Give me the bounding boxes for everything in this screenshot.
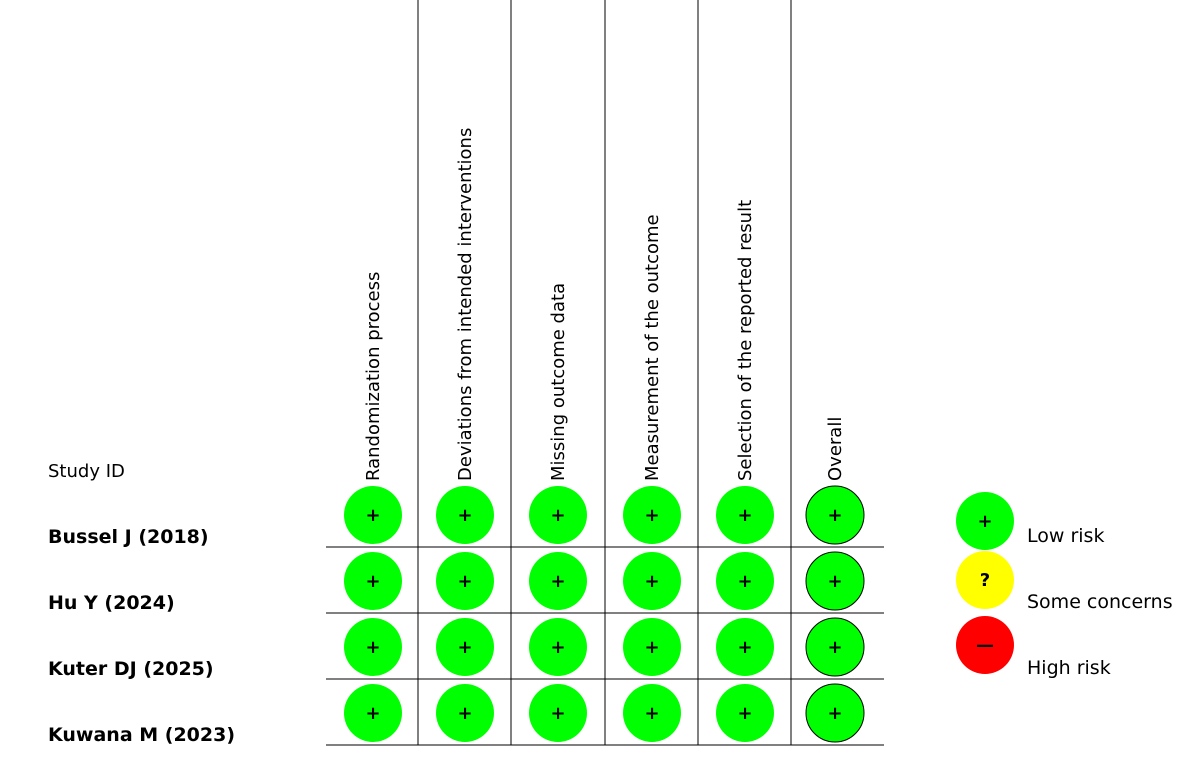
judgement-circle-low — [623, 552, 681, 610]
judgement-symbol: + — [550, 637, 565, 658]
judgement-symbol: + — [457, 505, 472, 526]
judgement-circle-low — [623, 486, 681, 544]
domain-header-randomization-process: Randomization process — [363, 272, 384, 481]
judgement-circle-low — [529, 552, 587, 610]
judgement-circle-low — [529, 684, 587, 742]
domain-header-deviations-from-intended-interventions: Deviations from intended interventions — [455, 128, 476, 481]
judgement-symbol: + — [550, 703, 565, 724]
judgement-symbol: + — [644, 637, 659, 658]
study-row: Kuwana M (2023) + + + + + + — [48, 683, 865, 746]
legend: + Low risk? Some concerns — High risk — [956, 492, 1173, 679]
legend-circle-some — [956, 551, 1014, 609]
legend-circle-low — [956, 492, 1014, 550]
legend-circle-high — [956, 616, 1014, 674]
judgement-circle-low — [805, 485, 865, 545]
judgement-symbol: + — [550, 505, 565, 526]
judgement-symbol: + — [457, 571, 472, 592]
judgement-circle-low — [344, 684, 402, 742]
grid-lines — [326, 0, 884, 746]
judgement-circle-low — [716, 618, 774, 676]
legend-label-high: High risk — [1027, 657, 1111, 679]
judgement-circle-low — [436, 684, 494, 742]
judgement-circle-low — [805, 683, 865, 743]
judgement-symbol: + — [365, 505, 380, 526]
domain-header-selection-of-the-reported-result: Selection of the reported result — [735, 200, 756, 481]
judgement-circle-low — [623, 684, 681, 742]
study-name: Kuter DJ (2025) — [48, 658, 214, 680]
judgement-circle-low — [344, 618, 402, 676]
judgement-circle-low — [436, 486, 494, 544]
judgement-symbol: + — [365, 637, 380, 658]
domain-header-measurement-of-the-outcome: Measurement of the outcome — [642, 214, 663, 481]
judgement-circle-low — [716, 684, 774, 742]
judgement-circle-low — [805, 551, 865, 611]
legend-symbol-low: + — [977, 511, 992, 532]
legend-symbol-some: ? — [980, 570, 990, 591]
legend-symbol-high: — — [976, 635, 994, 656]
legend-label-low: Low risk — [1027, 525, 1104, 547]
domain-headers: Randomization process Deviations from int… — [363, 128, 846, 481]
study-rows: Bussel J (2018)+ + + + + +Hu Y (2024)+ + + + + +Ku… — [48, 485, 865, 746]
judgement-symbol: + — [827, 505, 842, 526]
legend-label-some: Some concerns — [1027, 591, 1173, 613]
judgement-symbol: + — [737, 703, 752, 724]
judgement-circle-low — [344, 486, 402, 544]
judgement-symbol: + — [827, 637, 842, 658]
judgement-circle-low — [529, 618, 587, 676]
domain-header-missing-outcome-data: Missing outcome data — [548, 283, 569, 481]
judgement-circle-low — [436, 552, 494, 610]
study-id-header: Study ID — [48, 461, 125, 482]
study-name: Bussel J (2018) — [48, 526, 209, 548]
judgement-symbol: + — [644, 703, 659, 724]
judgement-symbol: + — [737, 505, 752, 526]
study-name: Hu Y (2024) — [48, 592, 175, 614]
judgement-symbol: + — [644, 571, 659, 592]
judgement-symbol: + — [365, 703, 380, 724]
judgement-circle-low — [344, 552, 402, 610]
domain-header-overall: Overall — [825, 417, 846, 481]
study-row: Kuter DJ (2025) + + + + + + — [48, 617, 865, 680]
judgement-symbol: + — [550, 571, 565, 592]
study-name: Kuwana M (2023) — [48, 724, 235, 746]
study-row: Hu Y (2024) + + + + + + — [48, 551, 865, 614]
judgement-symbol: + — [827, 703, 842, 724]
judgement-circle-low — [805, 617, 865, 677]
judgement-circle-low — [716, 486, 774, 544]
judgement-symbol: + — [737, 637, 752, 658]
judgement-circle-low — [529, 486, 587, 544]
judgement-symbol: + — [644, 505, 659, 526]
judgement-circle-low — [436, 618, 494, 676]
judgement-symbol: + — [827, 571, 842, 592]
judgement-symbol: + — [737, 571, 752, 592]
judgement-symbol: + — [365, 571, 380, 592]
judgement-circle-low — [716, 552, 774, 610]
judgement-circle-low — [623, 618, 681, 676]
study-row: Bussel J (2018) + + + + + + — [48, 485, 865, 548]
judgement-symbol: + — [457, 703, 472, 724]
judgement-symbol: + — [457, 637, 472, 658]
